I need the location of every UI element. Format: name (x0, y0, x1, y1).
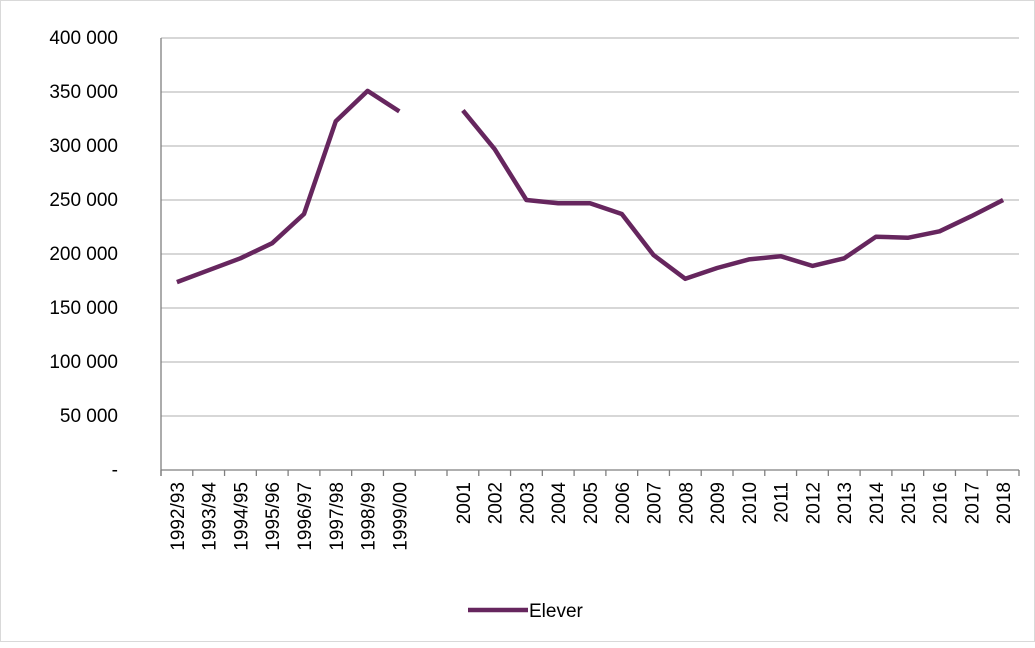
x-tick-label: 2014 (867, 482, 888, 525)
y-tick-label: 350 000 (49, 82, 118, 103)
legend: Elever (468, 601, 584, 622)
y-tick-labels: - 50 000 100 000 150 000 200 000 250 000 300 0… (49, 28, 118, 481)
x-tick-label: 1992/93 (168, 482, 189, 551)
y-tick-label: 250 000 (49, 190, 118, 211)
x-tick-label: 2002 (486, 482, 507, 524)
x-tick-label: 2006 (613, 482, 634, 524)
y-tick-label: 100 000 (49, 352, 118, 373)
x-tick-label: 2017 (962, 482, 983, 524)
x-tick-label: 2003 (517, 482, 538, 524)
x-tick-label: 2005 (581, 482, 602, 524)
x-tick-label: 1993/94 (200, 482, 221, 551)
x-tick-label: 2012 (803, 482, 824, 524)
x-tick-label: 2008 (676, 482, 697, 524)
x-tick-label: 2011 (772, 482, 793, 523)
x-tick-label: 1996/97 (295, 482, 316, 551)
x-tick-label: 1998/99 (359, 482, 380, 551)
x-tick-label: 2001 (454, 482, 475, 524)
x-tick-label: 2013 (835, 482, 856, 524)
x-tick-label: 2007 (645, 482, 666, 524)
x-tick-label: 1995/96 (263, 482, 284, 551)
x-tick-label: 1997/98 (327, 482, 348, 551)
x-tick-label: 2010 (740, 482, 761, 524)
x-tick-label: 2015 (899, 482, 920, 524)
x-tick-label: 1994/95 (231, 482, 252, 551)
legend-label: Elever (529, 601, 584, 622)
x-tick-label: 2016 (931, 482, 952, 524)
y-tick-label: 150 000 (49, 298, 118, 319)
y-tick-label: 50 000 (60, 406, 118, 427)
axes (161, 38, 1019, 476)
y-tick-label: 400 000 (49, 28, 118, 49)
x-tick-label: 2018 (994, 482, 1015, 524)
x-tick-labels: 1992/93 1993/94 1994/95 1995/96 1996/97 1997/… (168, 482, 1015, 551)
y-tick-label: 200 000 (49, 244, 118, 265)
y-tick-label: - (112, 460, 118, 481)
y-tick-label: 300 000 (49, 136, 118, 157)
x-tick-label: 1999/00 (390, 482, 411, 551)
x-tick-label: 2009 (708, 482, 729, 524)
x-tick-label: 2004 (549, 482, 570, 525)
